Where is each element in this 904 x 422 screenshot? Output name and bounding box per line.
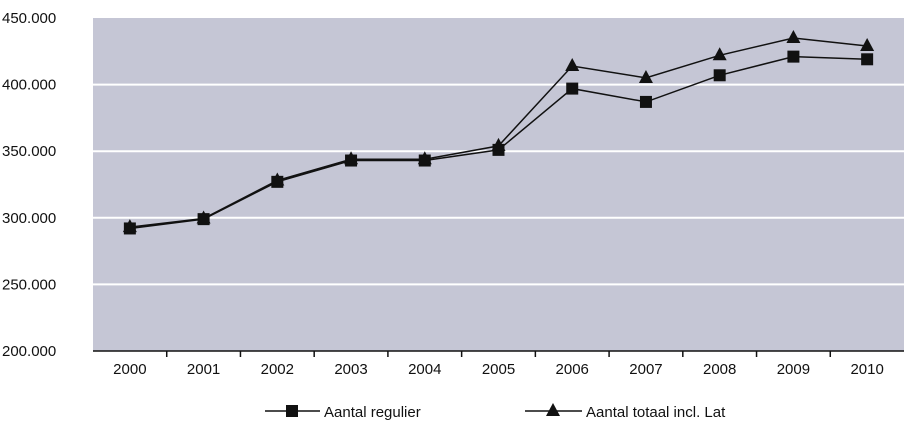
x-tick-label: 2008 xyxy=(703,361,736,378)
legend-item-regulier: Aantal regulier xyxy=(265,404,421,421)
x-tick-label: 2002 xyxy=(261,361,294,378)
x-tick-label: 2006 xyxy=(556,361,589,378)
data-point-triangle xyxy=(638,69,653,83)
x-axis: 2000 2001 2002 2003 2004 2005 2006 2007 2008 2009… xyxy=(93,350,904,378)
series-group xyxy=(122,29,875,235)
x-tick-label: 2003 xyxy=(334,361,367,378)
y-tick-label: 300.000 xyxy=(2,210,56,227)
legend-square-marker xyxy=(286,405,298,417)
legend-label: Aantal regulier xyxy=(324,404,421,421)
x-tick-label: 2001 xyxy=(187,361,220,378)
data-point-square xyxy=(713,69,726,82)
data-point-square xyxy=(566,82,579,95)
data-point-triangle xyxy=(344,151,359,165)
y-tick-label: 250.000 xyxy=(2,276,56,293)
y-tick-label: 350.000 xyxy=(2,143,56,160)
legend-label: Aantal totaal incl. Lat xyxy=(586,404,726,421)
data-point-square xyxy=(639,95,652,108)
data-point-triangle xyxy=(860,37,875,51)
legend: Aantal regulier Aantal totaal incl. Lat xyxy=(265,403,726,421)
data-point-triangle xyxy=(491,137,506,151)
series-1 xyxy=(122,29,875,233)
x-tick-label: 2005 xyxy=(482,361,515,378)
data-point-triangle xyxy=(270,172,285,186)
data-point-triangle xyxy=(196,210,211,224)
x-tick-label: 2009 xyxy=(777,361,810,378)
x-tick-label: 2007 xyxy=(629,361,662,378)
legend-item-totaal: Aantal totaal incl. Lat xyxy=(525,403,726,421)
x-tick-label: 2000 xyxy=(113,361,146,378)
y-tick-label: 450.000 xyxy=(2,10,56,27)
data-point-square xyxy=(861,53,874,66)
x-tick-label: 2004 xyxy=(408,361,441,378)
y-tick-label: 400.000 xyxy=(2,77,56,94)
data-point-triangle xyxy=(786,29,801,43)
data-point-triangle xyxy=(122,219,137,233)
data-point-triangle xyxy=(712,47,727,61)
data-point-triangle xyxy=(417,151,432,165)
plot-area xyxy=(93,18,904,351)
data-point-triangle xyxy=(565,57,580,71)
data-point-square xyxy=(787,50,800,63)
x-tick-label: 2010 xyxy=(850,361,883,378)
y-tick-label: 200.000 xyxy=(2,343,56,360)
y-axis-tick-labels: 200.000 250.000 300.000 350.000 400.000 450.0… xyxy=(2,10,56,360)
legend-triangle-marker xyxy=(546,403,560,416)
